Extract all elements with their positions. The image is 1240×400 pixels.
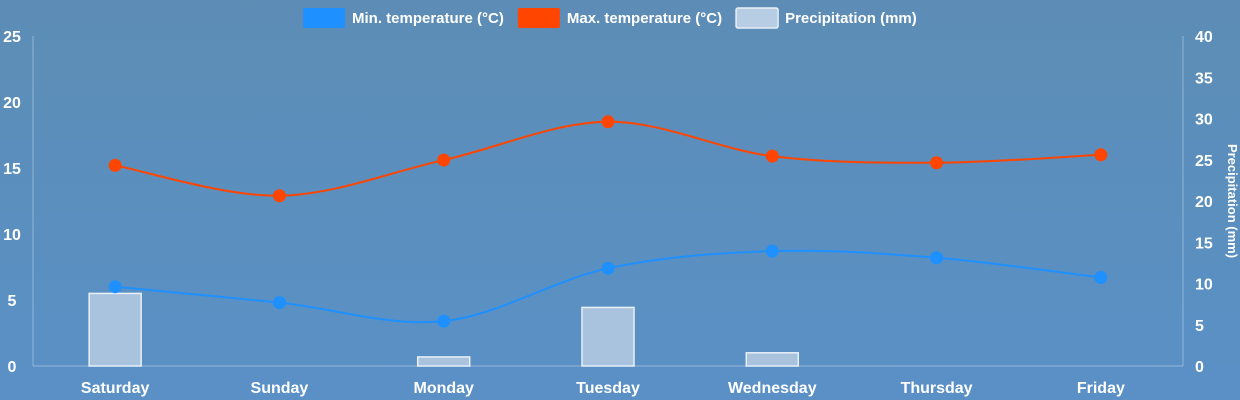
y-right-tick-label: 30 xyxy=(1195,112,1213,129)
max-temperature-point xyxy=(930,156,944,170)
y-left-tick-label: 20 xyxy=(3,95,21,112)
y-right-tick-label: 20 xyxy=(1195,194,1213,211)
y-right-tick-label: 40 xyxy=(1195,29,1213,46)
y-left-tick-label: 25 xyxy=(3,29,21,46)
min-temperature-point xyxy=(601,261,615,275)
max-temperature-line xyxy=(114,120,1101,197)
y-left-tick-label: 0 xyxy=(8,359,17,376)
y-left-tick-label: 10 xyxy=(3,227,21,244)
precipitation-bar xyxy=(416,356,471,367)
x-tick-label: Thursday xyxy=(901,380,973,397)
x-tick-label: Friday xyxy=(1077,380,1125,397)
legend-swatch-min-temperature xyxy=(303,8,345,28)
y-right-tick-label: 35 xyxy=(1195,70,1213,87)
x-tick-label: Sunday xyxy=(251,380,309,397)
max-temperature-point xyxy=(437,153,451,167)
max-temperature-point xyxy=(765,149,779,163)
min-temperature-point xyxy=(437,314,451,328)
legend-label-precipitation: Precipitation (mm) xyxy=(785,10,917,27)
legend-swatch-precipitation xyxy=(735,7,779,29)
min-temperature-point xyxy=(765,244,779,258)
x-tick-label: Monday xyxy=(413,380,474,397)
legend-swatch-max-temperature xyxy=(517,8,560,28)
precipitation-bar xyxy=(581,306,635,367)
min-temperature-point xyxy=(1094,271,1108,285)
y-left-tick-label: 5 xyxy=(8,293,17,310)
min-temperature-point xyxy=(930,251,944,265)
min-temperature-point xyxy=(108,280,122,294)
legend-label-min-temperature: Min. temperature (°C) xyxy=(352,10,504,27)
y-right-tick-label: 25 xyxy=(1195,153,1213,170)
legend-label-max-temperature: Max. temperature (°C) xyxy=(567,10,722,27)
max-temperature-point xyxy=(272,189,286,203)
y-right-tick-label: 10 xyxy=(1195,277,1213,294)
y-right-tick-label: 15 xyxy=(1195,235,1213,252)
y-right-tick-label: 0 xyxy=(1195,359,1204,376)
min-temperature-point xyxy=(272,296,286,310)
precipitation-bar xyxy=(745,352,800,367)
y-right-axis-title: Precipitation (mm) xyxy=(1225,144,1240,258)
x-tick-label: Wednesday xyxy=(728,380,817,397)
y-left-tick-label: 15 xyxy=(3,161,21,178)
max-temperature-point xyxy=(601,115,615,129)
precipitation-bar xyxy=(88,292,142,367)
x-tick-label: Tuesday xyxy=(576,380,640,397)
x-tick-label: Saturday xyxy=(81,380,150,397)
max-temperature-point xyxy=(1094,148,1108,162)
y-right-tick-label: 5 xyxy=(1195,318,1204,335)
max-temperature-point xyxy=(108,158,122,172)
